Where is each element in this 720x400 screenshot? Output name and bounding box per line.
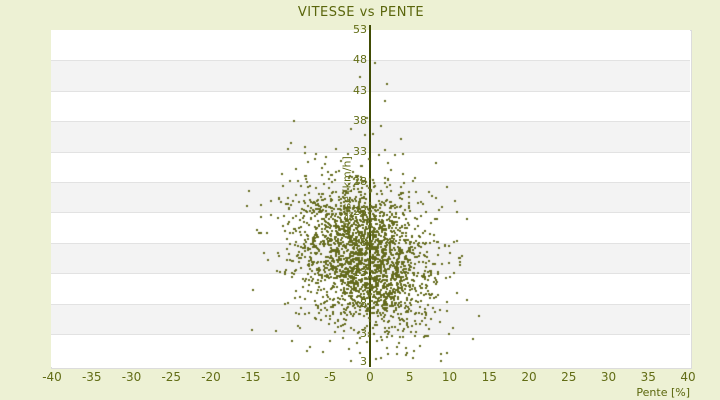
scatter-points-canvas [0, 0, 720, 400]
scatter-chart: VITESSE vs PENTE 534843383328231813833 -… [0, 0, 720, 400]
